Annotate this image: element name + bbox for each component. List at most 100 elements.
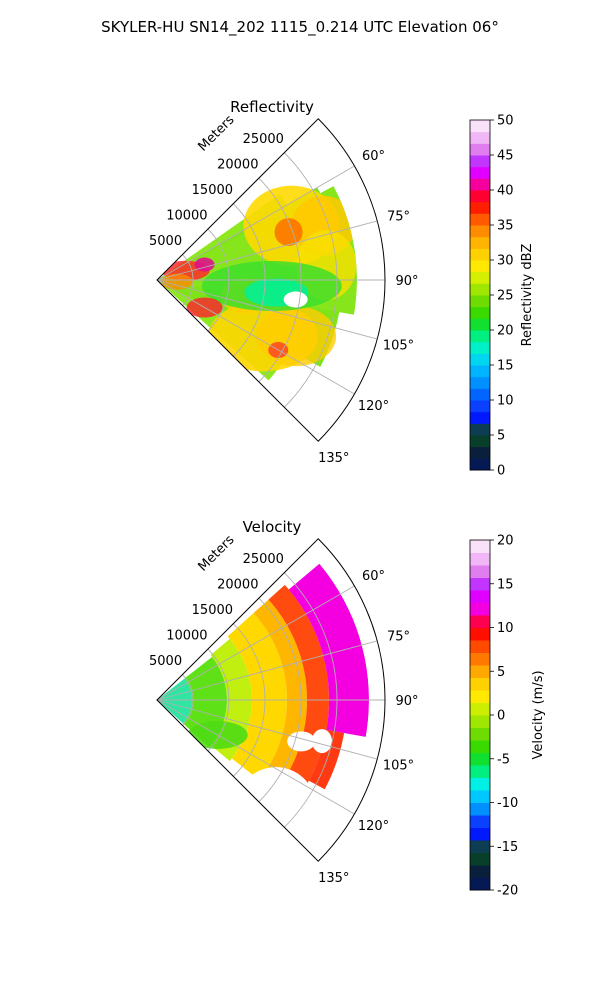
colorbar-swatch: [470, 271, 490, 284]
colorbar-swatch: [470, 815, 490, 828]
velocity-panel: Velocity 60° 75° 90° 105° 120° 135° 5000 10000 1…: [149, 518, 419, 886]
reflectivity-theta-tick-label: 90°: [395, 274, 418, 289]
colorbar-swatch: [470, 330, 490, 343]
colorbar-tick-label: 40: [497, 184, 514, 199]
colorbar-tick-label: 15: [497, 359, 514, 374]
colorbar-swatch: [470, 225, 490, 238]
colorbar-swatch: [470, 155, 490, 168]
colorbar-swatch: [470, 765, 490, 778]
reflectivity-theta-tick-label: 120°: [358, 399, 389, 414]
colorbar-tick-label: 30: [497, 254, 514, 269]
reflectivity-colorbar-label: Reflectivity dBZ: [520, 244, 535, 347]
colorbar-swatch: [470, 143, 490, 156]
velocity-echo: [311, 729, 332, 754]
colorbar-tick-label: -15: [497, 840, 518, 855]
colorbar-swatch: [470, 131, 490, 144]
velocity-azimuth-spoke: [156, 699, 378, 760]
velocity-colorbar-ticks: -20 -15 -10 -5 0 5 10 15 20: [490, 534, 518, 899]
reflectivity-colorbar-swatches: [470, 120, 490, 471]
colorbar-tick-label: -10: [497, 796, 518, 811]
velocity-range-tick-label: 20000: [217, 578, 258, 593]
colorbar-tick-label: 20: [497, 324, 514, 339]
reflectivity-echo: [160, 273, 193, 290]
colorbar-tick-label: 35: [497, 219, 514, 234]
colorbar-tick-label: 15: [497, 577, 514, 592]
colorbar-swatch: [470, 353, 490, 366]
velocity-range-tick-label: 5000: [149, 654, 182, 669]
colorbar-swatch: [470, 540, 490, 553]
colorbar-swatch: [470, 740, 490, 753]
colorbar-swatch: [470, 640, 490, 653]
velocity-colorbar-swatches: [470, 540, 490, 891]
colorbar-swatch: [470, 602, 490, 616]
colorbar-swatch: [470, 318, 490, 331]
reflectivity-colorbar-ticks: 0 5 10 15 20 25 30 35 40 45 50: [490, 114, 514, 479]
colorbar-swatch: [470, 827, 490, 841]
colorbar-tick-label: 0: [497, 464, 505, 479]
reflectivity-range-tick-label: 10000: [166, 208, 207, 223]
colorbar-swatch: [470, 715, 490, 728]
reflectivity-theta-tick-label: 135°: [318, 451, 349, 466]
colorbar-swatch: [470, 702, 490, 716]
colorbar-swatch: [470, 752, 490, 766]
velocity-range-tick-label: 15000: [192, 603, 233, 618]
velocity-azimuth-spoke: [156, 640, 378, 701]
reflectivity-azimuth-spoke: [156, 279, 355, 395]
velocity-echo: [288, 563, 369, 737]
colorbar-swatch: [470, 341, 490, 354]
figure-title: SKYLER-HU SN14_202 1115_0.214 UTC Elevat…: [101, 18, 499, 37]
velocity-theta-tick-label: 120°: [358, 819, 389, 834]
colorbar-tick-label: 50: [497, 114, 514, 129]
colorbar-swatch: [470, 213, 490, 226]
colorbar-swatch: [470, 178, 490, 191]
colorbar-tick-label: 10: [497, 621, 514, 636]
colorbar-swatch: [470, 283, 490, 296]
velocity-theta-tick-label: 60°: [362, 569, 385, 584]
reflectivity-range-tick-label: 5000: [149, 234, 182, 249]
colorbar-swatch: [470, 446, 490, 459]
colorbar-swatch: [470, 727, 490, 741]
colorbar-tick-label: 5: [497, 665, 505, 680]
reflectivity-range-tick-label: 25000: [243, 132, 284, 147]
velocity-colorbar: -20 -15 -10 -5 0 5 10 15 20 Velocity (m/s): [469, 534, 546, 899]
colorbar-swatch: [470, 677, 490, 691]
colorbar-swatch: [470, 120, 490, 133]
colorbar-swatch: [470, 590, 490, 603]
colorbar-tick-label: 20: [497, 534, 514, 549]
velocity-sector-outline: [156, 538, 386, 862]
velocity-theta-tick-label: 75°: [387, 629, 410, 644]
colorbar-swatch: [470, 565, 490, 578]
velocity-theta-tick-label: 90°: [395, 694, 418, 709]
velocity-echo: [157, 678, 192, 724]
reflectivity-range-tick-label: 15000: [192, 183, 233, 198]
colorbar-swatch: [470, 306, 490, 319]
reflectivity-echo: [194, 257, 215, 272]
reflectivity-theta-tick-label: 75°: [387, 209, 410, 224]
colorbar-swatch: [470, 877, 490, 891]
colorbar-tick-label: 10: [497, 394, 514, 409]
reflectivity-range-axis-label: Meters: [196, 112, 238, 154]
colorbar-swatch: [470, 840, 490, 853]
velocity-title: Velocity: [243, 518, 302, 536]
colorbar-swatch: [470, 201, 490, 214]
reflectivity-data-layer: [157, 185, 357, 381]
velocity-theta-tick-label: 105°: [383, 759, 414, 774]
colorbar-swatch: [470, 790, 490, 803]
colorbar-tick-label: 0: [497, 709, 505, 724]
velocity-azimuth-spoke: [156, 585, 355, 701]
colorbar-swatch: [470, 652, 490, 666]
reflectivity-azimuth-spoke: [156, 220, 378, 281]
colorbar-swatch: [470, 260, 490, 273]
colorbar-tick-label: -5: [497, 752, 510, 767]
colorbar-swatch: [470, 802, 490, 816]
colorbar-swatch: [470, 376, 490, 389]
colorbar-swatch: [470, 423, 490, 436]
reflectivity-echo: [256, 306, 337, 367]
colorbar-swatch: [470, 852, 490, 866]
velocity-echo: [235, 767, 316, 848]
colorbar-swatch: [470, 166, 490, 179]
colorbar-swatch: [470, 295, 490, 308]
colorbar-swatch: [470, 388, 490, 401]
colorbar-tick-label: 25: [497, 289, 514, 304]
